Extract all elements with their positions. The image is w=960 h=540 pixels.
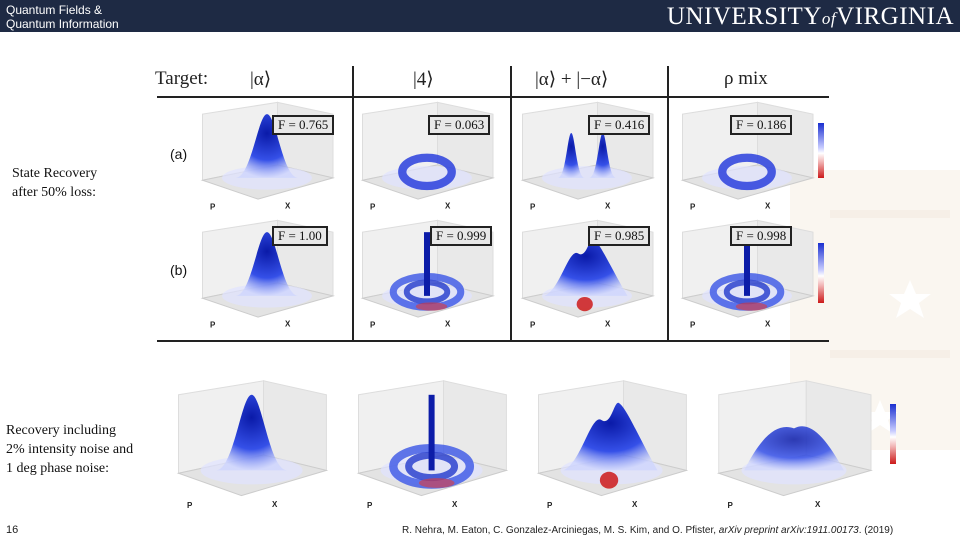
svg-text:P: P (210, 321, 216, 330)
svg-text:X: X (815, 500, 821, 509)
table-bottom-rule (157, 340, 829, 342)
header-bar: Quantum Fields & Quantum Information UNI… (0, 0, 960, 32)
table-divider-1 (352, 66, 354, 342)
svg-text:P: P (187, 501, 193, 510)
colorbar (818, 243, 824, 303)
svg-text:X: X (452, 500, 458, 509)
table-divider-2 (510, 66, 512, 342)
row-a-label: (a) (170, 146, 188, 162)
svg-text:P: P (370, 321, 376, 330)
svg-text:X: X (272, 500, 278, 509)
header-coherent-state: |α⟩ (250, 69, 272, 90)
svg-text:X: X (765, 320, 771, 329)
svg-text:X: X (605, 320, 611, 329)
header-fock-state: |4⟩ (413, 69, 434, 90)
fidelity-box: F = 1.00 (272, 226, 328, 246)
university-logo: UNIVERSITYofVIRGINIA (666, 3, 954, 30)
fidelity-box: F = 0.416 (588, 115, 651, 135)
svg-text:P: P (690, 321, 696, 330)
fidelity-box: F = 0.999 (430, 226, 493, 246)
colorbar (890, 404, 896, 464)
svg-text:P: P (367, 501, 373, 510)
state-recovery-label: State Recovery after 50% loss: (12, 166, 98, 200)
fidelity-box: F = 0.985 (588, 226, 651, 246)
svg-text:X: X (605, 202, 611, 211)
svg-text:X: X (765, 202, 771, 211)
fidelity-box: F = 0.063 (428, 115, 491, 135)
svg-text:X: X (285, 320, 291, 329)
recovery-noise-label: Recovery including 2% intensity noise an… (6, 423, 134, 476)
fidelity-box: F = 0.186 (730, 115, 793, 135)
svg-text:P: P (690, 203, 696, 212)
header-mixed-state: ρ mix (724, 68, 768, 89)
svg-text:X: X (445, 320, 451, 329)
svg-text:P: P (728, 501, 734, 510)
course-title-line1: Quantum Fields & (6, 3, 103, 17)
course-title-line2: Quantum Information (6, 17, 119, 31)
colorbar (818, 123, 824, 178)
table-header-rule (157, 96, 829, 98)
citation: R. Nehra, M. Eaton, C. Gonzalez-Arcinieg… (402, 525, 894, 536)
table-divider-3 (667, 66, 669, 342)
svg-text:X: X (285, 202, 291, 211)
svg-text:X: X (632, 500, 638, 509)
row-b-label: (b) (170, 262, 188, 278)
fidelity-box: F = 0.765 (272, 115, 335, 135)
target-label: Target: (155, 68, 209, 89)
svg-text:P: P (530, 321, 536, 330)
header-cat-state: |α⟩ + |−α⟩ (535, 69, 609, 90)
svg-text:P: P (547, 501, 553, 510)
svg-text:X: X (445, 202, 451, 211)
svg-text:P: P (530, 203, 536, 212)
svg-text:P: P (210, 203, 216, 212)
page-number: 16 (6, 524, 19, 536)
svg-text:P: P (370, 203, 376, 212)
fidelity-box: F = 0.998 (730, 226, 793, 246)
